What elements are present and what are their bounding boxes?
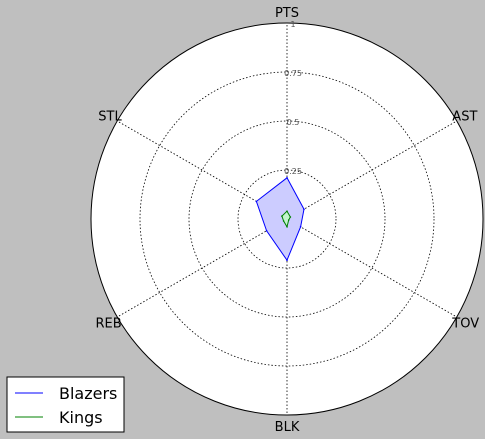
axis-labels: PTS AST TOV BLK REB STL bbox=[96, 6, 480, 435]
rtick-label-1: 0.5 bbox=[287, 118, 300, 127]
point-blazers-stl bbox=[255, 200, 258, 203]
rtick-label-3: 1 bbox=[290, 20, 295, 29]
point-kings-blk bbox=[286, 226, 288, 228]
point-blazers-pts bbox=[286, 177, 288, 179]
axis-label-blk: BLK bbox=[275, 420, 300, 435]
rtick-label-0: 0.25 bbox=[284, 167, 302, 176]
axis-label-tov: TOV bbox=[451, 317, 479, 332]
spoke-reb bbox=[117, 218, 288, 318]
point-blazers-blk bbox=[286, 259, 288, 262]
grid-rings bbox=[139, 71, 435, 367]
legend-label-kings: Kings bbox=[59, 408, 103, 427]
point-kings-stl bbox=[281, 215, 283, 217]
point-blazers-reb bbox=[265, 230, 268, 232]
grid-ring-2 bbox=[139, 71, 435, 367]
axis-label-pts: PTS bbox=[275, 6, 299, 21]
legend: Blazers Kings bbox=[6, 376, 125, 433]
series-layer bbox=[255, 177, 305, 262]
point-kings-pts bbox=[286, 210, 288, 212]
point-kings-reb bbox=[282, 220, 285, 222]
axis-label-reb: REB bbox=[96, 317, 122, 332]
legend-label-blazers: Blazers bbox=[59, 384, 117, 403]
point-kings-tov bbox=[287, 219, 290, 221]
point-blazers-tov bbox=[299, 226, 302, 228]
spoke-tov bbox=[286, 218, 457, 318]
point-blazers-ast bbox=[303, 208, 305, 210]
axis-label-stl: STL bbox=[98, 110, 122, 125]
axis-label-ast: AST bbox=[452, 110, 477, 125]
point-kings-ast bbox=[289, 216, 292, 218]
grid-ring-1 bbox=[188, 120, 386, 318]
spoke-ast bbox=[286, 120, 457, 220]
radial-tick-labels: 0.25 0.5 0.75 1 bbox=[284, 20, 302, 176]
rtick-label-2: 0.75 bbox=[284, 69, 302, 78]
legend-box bbox=[6, 376, 125, 433]
grid-ring-0 bbox=[237, 169, 337, 269]
